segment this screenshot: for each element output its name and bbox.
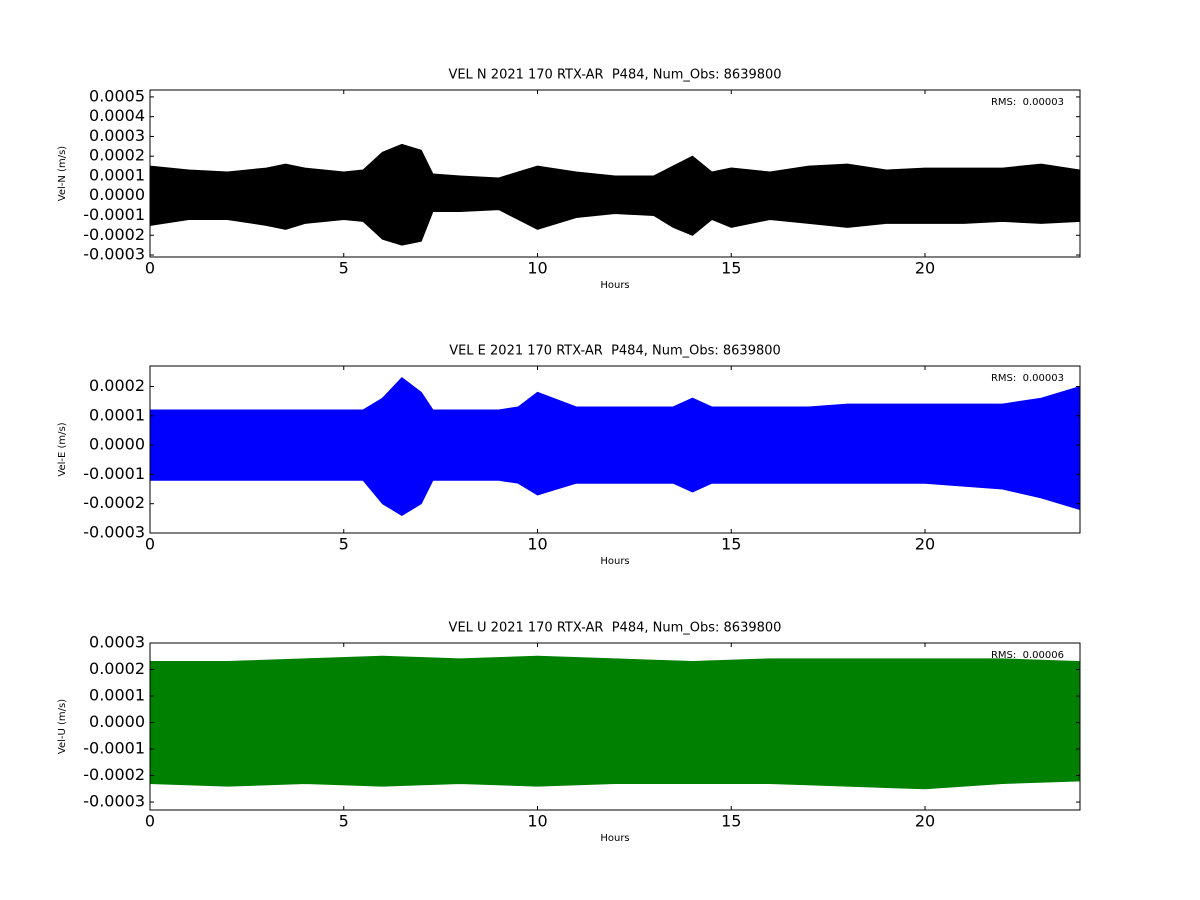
y-tick-label: 0.0004: [89, 106, 145, 125]
y-axis-label: Vel-N (m/s): [57, 146, 68, 201]
y-tick-label: -0.0001: [83, 739, 145, 758]
x-tick-label: 5: [339, 812, 349, 831]
chart-title: VEL U 2021 170 RTX-AR P484, Num_Obs: 863…: [449, 621, 782, 636]
x-tick-label: 0: [145, 259, 155, 278]
rms-annotation: RMS: 0.00006: [991, 650, 1064, 661]
y-tick-label: -0.0001: [83, 464, 145, 483]
y-tick-label: 0.0002: [89, 659, 145, 678]
y-tick-label: -0.0002: [83, 765, 145, 784]
axes-frame: [149, 365, 1081, 534]
x-axis-label: Hours: [600, 280, 629, 291]
y-tick-label: 0.0000: [89, 435, 145, 454]
y-tick-label: -0.0002: [83, 493, 145, 512]
x-tick-label: 10: [527, 259, 547, 278]
x-tick-label: 0: [145, 535, 155, 554]
y-tick-label: 0.0005: [89, 86, 145, 105]
chart-title: VEL E 2021 170 RTX-AR P484, Num_Obs: 863…: [449, 344, 781, 359]
y-tick-label: 0.0003: [89, 126, 145, 145]
y-tick-label: -0.0002: [83, 225, 145, 244]
y-tick-label: -0.0003: [83, 523, 145, 542]
rms-annotation: RMS: 0.00003: [991, 373, 1064, 384]
y-tick-label: 0.0002: [89, 146, 145, 165]
y-axis-label: Vel-E (m/s): [57, 422, 68, 476]
y-tick-label: -0.0001: [83, 205, 145, 224]
velocity-band: [149, 655, 1081, 790]
x-tick-label: 15: [721, 812, 741, 831]
y-tick-label: -0.0003: [83, 792, 145, 811]
x-tick-label: 20: [915, 535, 935, 554]
x-axis-label: Hours: [600, 833, 629, 844]
axes-frame: [149, 89, 1081, 258]
chart-title: VEL N 2021 170 RTX-AR P484, Num_Obs: 863…: [448, 68, 781, 83]
y-tick-label: 0.0000: [89, 185, 145, 204]
y-tick-label: -0.0003: [83, 245, 145, 264]
x-tick-label: 15: [721, 259, 741, 278]
x-tick-label: 15: [721, 535, 741, 554]
y-tick-label: 0.0001: [89, 405, 145, 424]
rms-annotation: RMS: 0.00003: [991, 97, 1064, 108]
x-tick-label: 20: [915, 259, 935, 278]
axes-frame: [149, 642, 1081, 811]
y-tick-label: 0.0000: [89, 712, 145, 731]
x-tick-label: 0: [145, 812, 155, 831]
x-tick-label: 10: [527, 812, 547, 831]
y-tick-label: 0.0001: [89, 686, 145, 705]
velocity-band: [149, 143, 1081, 246]
x-tick-label: 20: [915, 812, 935, 831]
velocity-band: [149, 377, 1081, 517]
y-tick-label: 0.0001: [89, 165, 145, 184]
x-tick-label: 5: [339, 259, 349, 278]
y-tick-label: 0.0002: [89, 376, 145, 395]
x-tick-label: 10: [527, 535, 547, 554]
x-tick-label: 5: [339, 535, 349, 554]
x-axis-label: Hours: [600, 556, 629, 567]
y-axis-label: Vel-U (m/s): [57, 699, 68, 754]
y-tick-label: 0.0003: [89, 633, 145, 652]
